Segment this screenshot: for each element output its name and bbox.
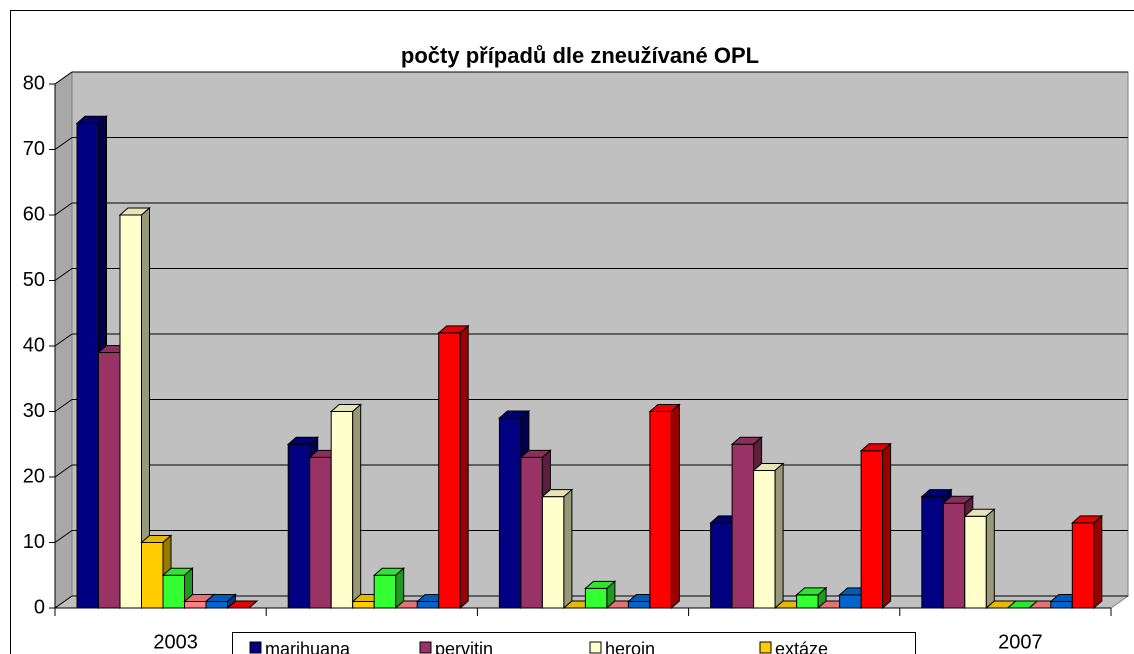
bar-side — [882, 442, 892, 610]
y-tick-label: 50 — [23, 269, 45, 291]
y-tick-label: 80 — [23, 72, 45, 94]
legend-label: marihuana — [265, 639, 351, 654]
bar-front — [498, 417, 522, 609]
bar-front — [1050, 600, 1073, 609]
bar-front — [627, 600, 651, 609]
bar — [752, 462, 785, 610]
bar — [226, 600, 259, 609]
bar-front — [584, 587, 608, 609]
bar-front — [162, 574, 185, 609]
bar-front — [184, 600, 207, 609]
bar — [541, 488, 574, 610]
bar-front — [352, 600, 375, 609]
grid-line-side — [54, 530, 73, 543]
bar-front — [839, 594, 862, 609]
bar-front — [205, 600, 228, 609]
y-tick-label: 10 — [23, 531, 45, 553]
legend-label: pervitin — [435, 639, 493, 654]
legend-swatch — [249, 641, 262, 654]
bar-front — [753, 469, 776, 609]
legend-label: heroin — [605, 639, 655, 654]
bar-front — [796, 594, 819, 609]
bar-front — [541, 496, 565, 609]
bar-front — [309, 456, 332, 609]
grid-line-side — [54, 595, 73, 609]
bar-side — [563, 488, 573, 610]
bar-front — [710, 522, 733, 609]
bar — [372, 567, 406, 610]
bar-front — [921, 496, 944, 609]
grid-line-side — [54, 202, 73, 216]
legend-swatch — [759, 641, 772, 654]
bar — [1070, 514, 1104, 610]
bar-front — [520, 456, 543, 609]
legend-box — [232, 632, 916, 654]
bar-front — [373, 574, 397, 609]
bar-front — [1071, 522, 1095, 609]
bar-front — [287, 443, 311, 609]
bar-front — [649, 411, 672, 609]
legend: marihuana pervitin heroin extáze — [232, 632, 916, 654]
y-tick-label: 30 — [23, 400, 45, 422]
bar-front — [860, 450, 884, 609]
bar-front — [98, 352, 121, 609]
bar-side — [1093, 514, 1103, 610]
chart-title: počty případů dle zneužívané OPL — [401, 43, 759, 68]
bar-side — [459, 324, 469, 610]
y-tick-label: 20 — [23, 465, 45, 487]
bar-side — [774, 462, 784, 610]
bar — [584, 580, 617, 610]
x-tick-label: 2003 — [153, 631, 198, 653]
legend-swatch — [589, 641, 602, 654]
x-tick-label: 2007 — [998, 631, 1043, 653]
grid-line-side — [54, 333, 73, 347]
bar — [329, 403, 363, 610]
y-tick-label: 70 — [23, 138, 45, 160]
bar-side — [248, 600, 258, 609]
bar-side — [670, 403, 680, 610]
bar-front — [964, 515, 987, 609]
bar-front — [119, 214, 142, 609]
bar-front — [416, 600, 440, 609]
bar — [795, 586, 828, 610]
legend-swatch — [419, 641, 432, 654]
grid-line-side — [54, 464, 73, 478]
bar-front — [76, 122, 99, 609]
bar-front — [731, 443, 755, 609]
bar — [437, 324, 470, 610]
bar — [963, 508, 996, 610]
bar-side — [352, 403, 362, 610]
y-tick-label: 60 — [23, 203, 45, 225]
bar — [648, 403, 681, 610]
legend-label: extáze — [775, 639, 828, 654]
bar-front — [330, 411, 354, 609]
grid-line-side — [54, 71, 73, 85]
bar-front — [438, 332, 461, 609]
grid-line-side — [54, 268, 73, 281]
grid-line-side — [54, 399, 73, 412]
y-tick-label: 40 — [23, 334, 45, 356]
bar-side — [985, 508, 995, 610]
bar — [118, 206, 151, 610]
bar-front — [942, 502, 966, 609]
grid-line-side — [54, 137, 73, 150]
y-tick-label: 0 — [34, 596, 45, 618]
bar-front — [141, 542, 164, 609]
bar — [859, 442, 892, 610]
